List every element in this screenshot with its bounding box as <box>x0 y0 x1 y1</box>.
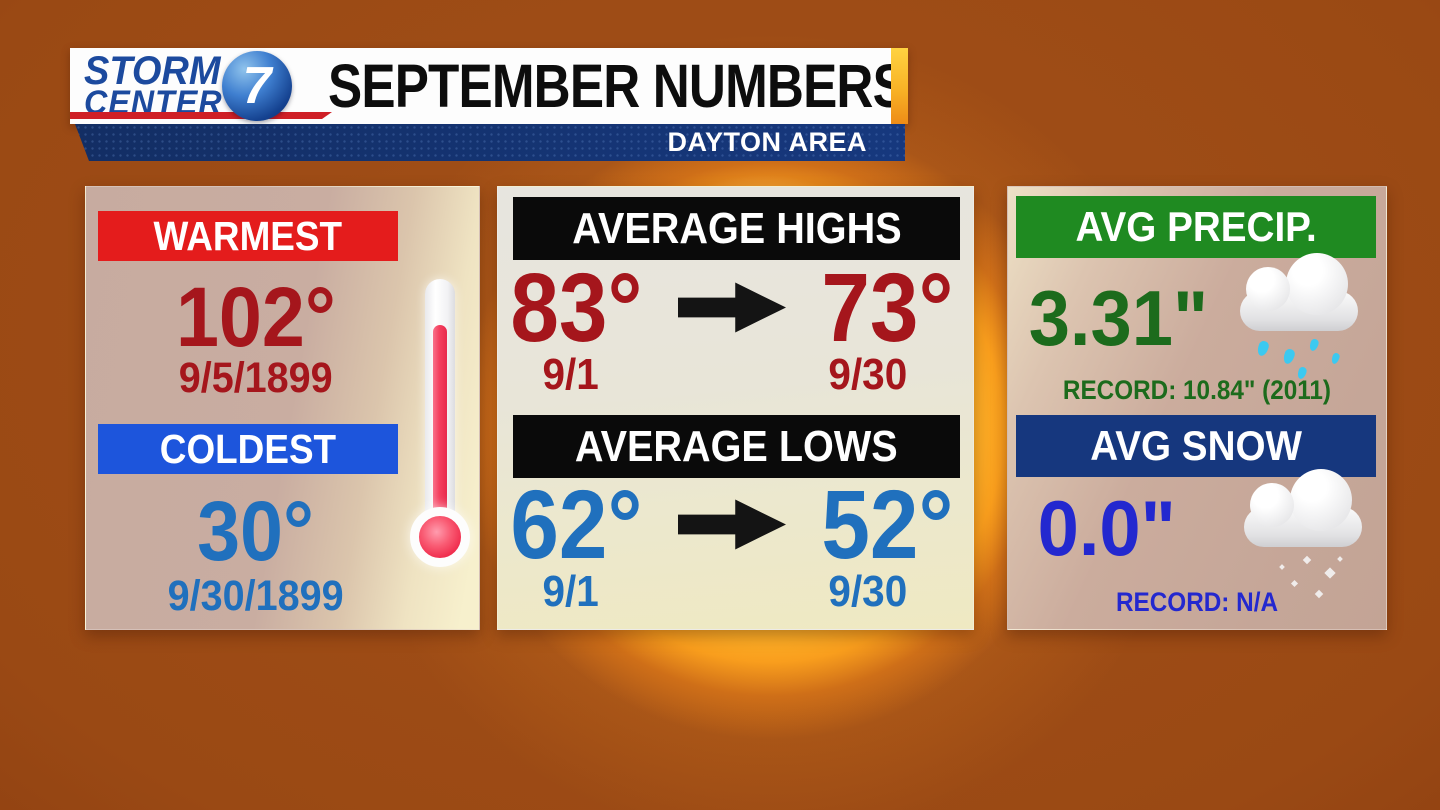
precip-snow-panel: AVG PRECIP. 3.31" RECORD: 10.84" (2011) … <box>1007 186 1387 630</box>
gold-accent-strip <box>891 48 908 124</box>
highs-end-date: 9/30 <box>828 350 908 399</box>
channel-7-icon: 7 <box>222 51 292 121</box>
lows-end-date: 9/30 <box>828 567 908 616</box>
average-highs-dates: 9/1 9/30 <box>498 353 973 397</box>
logo-text: STORM CENTER <box>84 49 230 120</box>
snowflake-icon <box>1337 556 1343 562</box>
avg-precip-header: AVG PRECIP. <box>1016 196 1376 258</box>
snow-record: RECORD: N/A <box>1116 587 1278 617</box>
page-title: SEPTEMBER NUMBERS <box>328 52 907 120</box>
snowflake-icon <box>1302 555 1312 565</box>
snow-cloud-icon <box>1244 465 1379 615</box>
warmest-date: 9/5/1899 <box>178 354 333 402</box>
snowflake-icon <box>1290 579 1299 588</box>
snowflake-icon <box>1324 567 1336 579</box>
raindrop-icon <box>1308 338 1320 352</box>
channel-number: 7 <box>242 57 272 115</box>
cloud-shape <box>1244 469 1362 547</box>
record-temps-panel: WARMEST 102° 9/5/1899 COLDEST 30° 9/30/1… <box>85 186 480 630</box>
highs-start-value: 83° <box>510 253 643 362</box>
averages-panel: AVERAGE HIGHS 83° 73° 9/1 9/30 AVERAGE L… <box>497 186 974 630</box>
thermometer-icon <box>408 275 472 620</box>
avg-snow-header: AVG SNOW <box>1016 415 1376 477</box>
subtitle-bar: DAYTON AREA <box>75 124 905 161</box>
header-bar: STORM CENTER 7 SEPTEMBER NUMBERS <box>70 48 908 124</box>
avg-snow-value: 0.0" <box>1037 484 1176 572</box>
logo-line1: STORM <box>84 49 221 93</box>
average-highs-header: AVERAGE HIGHS <box>513 197 960 260</box>
highs-start-date: 9/1 <box>542 350 599 399</box>
lows-start-date: 9/1 <box>542 567 599 616</box>
average-lows-dates: 9/1 9/30 <box>498 570 973 614</box>
coldest-value: 30° <box>197 484 315 578</box>
lows-start-value: 62° <box>510 470 643 579</box>
cloud-shape <box>1240 253 1358 331</box>
rain-cloud-icon <box>1240 249 1375 399</box>
storm-center-7-logo: STORM CENTER 7 <box>70 48 370 124</box>
coldest-date: 9/30/1899 <box>167 572 344 620</box>
right-arrow-icon <box>678 499 786 550</box>
lows-end-value: 52° <box>821 470 954 579</box>
logo-red-underline <box>70 112 332 119</box>
average-highs-values: 83° 73° <box>498 259 973 356</box>
warmest-value: 102° <box>176 270 336 364</box>
warmest-badge: WARMEST <box>98 211 398 261</box>
precip-record: RECORD: 10.84" (2011) <box>1062 375 1332 405</box>
thermometer-liquid <box>433 325 447 545</box>
raindrop-icon <box>1330 352 1341 365</box>
right-arrow-icon <box>678 282 786 333</box>
avg-precip-value: 3.31" <box>1028 274 1209 362</box>
area-label: DAYTON AREA <box>667 127 867 157</box>
raindrop-icon <box>1255 339 1271 358</box>
coldest-badge: COLDEST <box>98 424 398 474</box>
highs-end-value: 73° <box>821 253 954 362</box>
average-lows-values: 62° 52° <box>498 476 973 573</box>
raindrop-icon <box>1281 347 1297 366</box>
snowflake-icon <box>1279 564 1285 570</box>
average-lows-header: AVERAGE LOWS <box>513 415 960 478</box>
thermometer-bulb <box>410 507 470 567</box>
